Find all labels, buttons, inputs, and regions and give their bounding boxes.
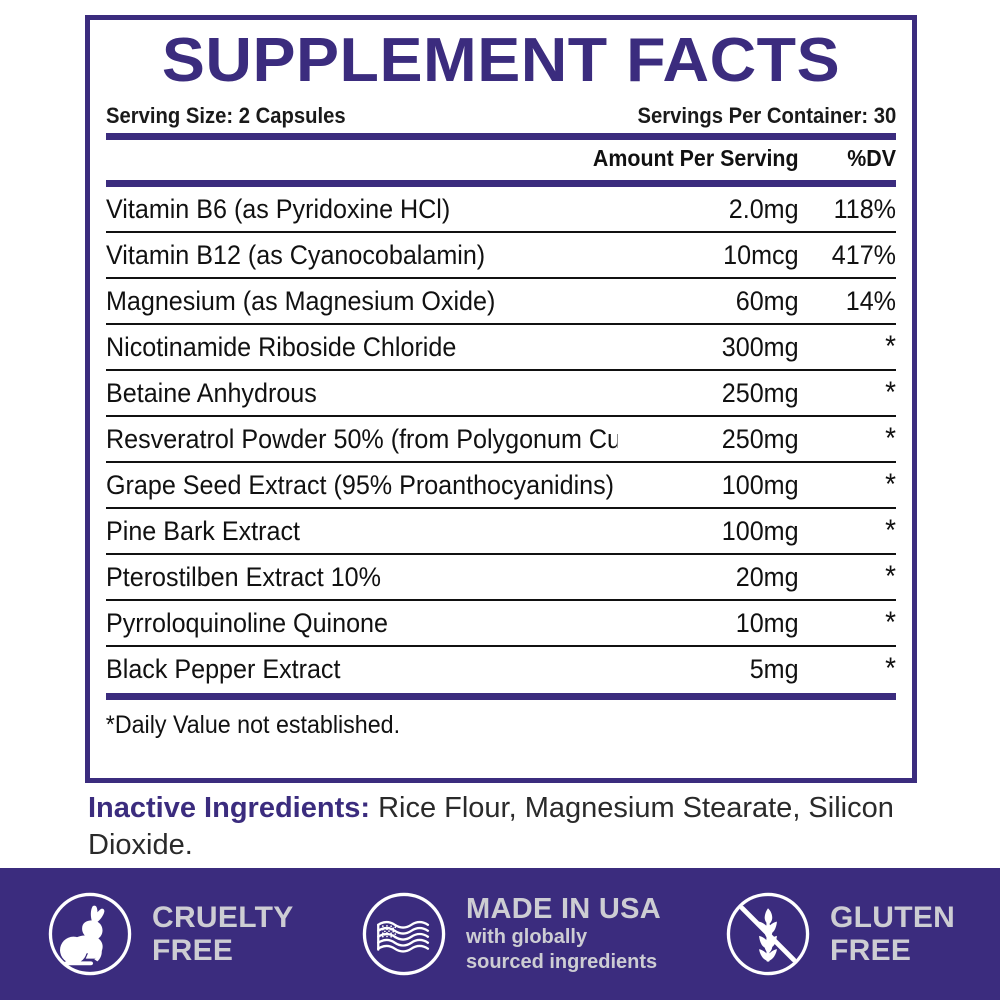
table-row: Betaine Anhydrous 250mg * xyxy=(106,371,896,417)
ingredient-amount: 10mg xyxy=(735,608,799,638)
badge-made-in-usa: MADE IN USA with globally sourced ingred… xyxy=(340,868,700,1000)
badge-gluten-line1: GLUTEN xyxy=(830,901,956,934)
table-row: Pyrroloquinoline Quinone 10mg * xyxy=(106,601,896,647)
column-header-dv: %DV xyxy=(847,145,896,171)
ingredient-name: Vitamin B12 (as Cyanocobalamin) xyxy=(106,240,486,270)
ingredient-daily-value: * xyxy=(885,330,896,363)
certification-badge-bar: CRUELTY FREE xyxy=(0,868,1000,1000)
ingredient-daily-value: * xyxy=(885,514,896,547)
ingredient-daily-value: 14% xyxy=(845,286,896,316)
ingredient-daily-value: 417% xyxy=(831,240,896,270)
ingredient-daily-value: 118% xyxy=(833,194,896,224)
table-row: Vitamin B12 (as Cyanocobalamin) 10mcg 417% xyxy=(106,233,896,279)
page-title: SUPPLEMENT FACTS xyxy=(161,26,841,95)
ingredient-daily-value: * xyxy=(885,422,896,455)
badge-usa-sub2: sourced ingredients xyxy=(466,951,658,973)
ingredient-name: Pterostilben Extract 10% xyxy=(106,562,381,592)
usa-flag-icon xyxy=(358,888,450,980)
no-wheat-icon xyxy=(722,888,814,980)
divider-thick-footnote xyxy=(106,693,896,700)
badge-gluten-line2: FREE xyxy=(830,934,912,967)
ingredient-daily-value: * xyxy=(885,606,896,639)
badge-cruelty-line2: FREE xyxy=(152,934,234,967)
badge-gluten-free: GLUTEN FREE xyxy=(700,868,1000,1000)
ingredient-daily-value: * xyxy=(885,376,896,409)
badge-cruelty-free-text: CRUELTY FREE xyxy=(152,901,294,967)
badge-gluten-free-text: GLUTEN FREE xyxy=(830,901,955,967)
table-row: Magnesium (as Magnesium Oxide) 60mg 14% xyxy=(106,279,896,325)
ingredient-amount: 300mg xyxy=(721,332,799,362)
serving-size-text: Serving Size: 2 Capsules xyxy=(106,103,346,128)
ingredient-amount: 20mg xyxy=(735,562,799,592)
table-row: Grape Seed Extract (95% Proanthocyanidin… xyxy=(106,463,896,509)
column-header-amount: Amount Per Serving xyxy=(592,145,799,171)
column-header-row: Amount Per Serving %DV xyxy=(103,140,899,176)
table-row: Pterostilben Extract 10% 20mg * xyxy=(106,555,896,601)
ingredient-daily-value: * xyxy=(885,468,896,501)
badge-cruelty-line1: CRUELTY xyxy=(152,901,294,934)
ingredient-daily-value: * xyxy=(885,652,896,685)
table-row: Black Pepper Extract 5mg * xyxy=(106,647,896,693)
ingredient-name: Betaine Anhydrous xyxy=(106,378,317,408)
ingredient-name: Pyrroloquinoline Quinone xyxy=(106,608,388,638)
badge-cruelty-free: CRUELTY FREE xyxy=(0,868,340,1000)
badge-made-in-usa-text: MADE IN USA with globally sourced ingred… xyxy=(466,893,661,975)
table-row: Vitamin B6 (as Pyridoxine HCl) 2.0mg 118% xyxy=(106,187,896,233)
ingredient-rows: Vitamin B6 (as Pyridoxine HCl) 2.0mg 118% V… xyxy=(103,187,899,693)
inactive-ingredients-value: Rice Flour, Magnesium Stearate, Silicon … xyxy=(88,792,894,861)
supplement-facts-panel: SUPPLEMENT FACTS Serving Size: 2 Capsule… xyxy=(85,15,917,783)
ingredient-amount: 60mg xyxy=(735,286,799,316)
ingredient-amount: 250mg xyxy=(721,378,799,408)
badge-usa-line1: MADE IN USA xyxy=(466,893,662,925)
rabbit-icon xyxy=(44,888,136,980)
table-row: Nicotinamide Riboside Chloride 300mg * xyxy=(106,325,896,371)
serving-info-row: Serving Size: 2 Capsules Servings Per Co… xyxy=(103,98,899,129)
ingredient-name: Magnesium (as Magnesium Oxide) xyxy=(106,286,496,316)
ingredient-name: Vitamin B6 (as Pyridoxine HCl) xyxy=(106,194,451,224)
ingredient-name: Resveratrol Powder 50% (from Polygonum C… xyxy=(106,424,618,454)
divider-thick-top xyxy=(106,133,896,140)
ingredient-amount: 100mg xyxy=(721,470,799,500)
inactive-ingredients-block: Inactive Ingredients: Rice Flour, Magnes… xyxy=(88,790,918,864)
daily-value-footnote: *Daily Value not established. xyxy=(105,711,401,739)
ingredient-name: Nicotinamide Riboside Chloride xyxy=(106,332,457,362)
badge-usa-sub1: with globally xyxy=(466,926,588,948)
ingredient-amount: 250mg xyxy=(721,424,799,454)
ingredient-name: Pine Bark Extract xyxy=(106,516,300,546)
servings-per-container-text: Servings Per Container: 30 xyxy=(637,103,896,128)
divider-thick-header xyxy=(106,180,896,187)
ingredient-name: Grape Seed Extract (95% Proanthocyanidin… xyxy=(106,470,615,500)
ingredient-name: Black Pepper Extract xyxy=(106,654,341,684)
ingredient-amount: 2.0mg xyxy=(728,194,799,224)
ingredient-daily-value: * xyxy=(885,560,896,593)
ingredient-amount: 10mcg xyxy=(723,240,799,270)
ingredient-amount: 5mg xyxy=(749,654,799,684)
inactive-ingredients-label: Inactive Ingredients: xyxy=(88,792,371,824)
table-row: Pine Bark Extract 100mg * xyxy=(106,509,896,555)
ingredient-amount: 100mg xyxy=(721,516,799,546)
table-row: Resveratrol Powder 50% (from Polygonum C… xyxy=(106,417,896,463)
